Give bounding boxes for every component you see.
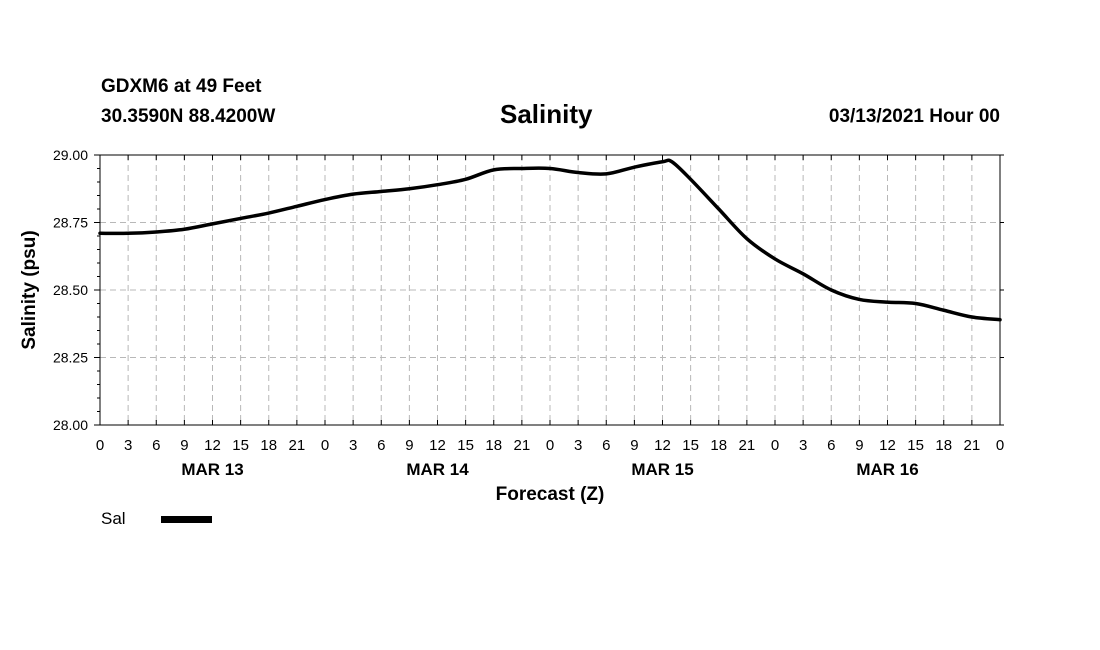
- x-tick-label: 12: [429, 437, 446, 454]
- x-tick-label: 15: [457, 437, 474, 454]
- grid-lines: [100, 155, 1000, 425]
- x-tick-label: 21: [514, 437, 531, 454]
- y-tick-label: 28.00: [53, 417, 88, 433]
- x-tick-label: 3: [799, 437, 807, 454]
- station-label: GDXM6 at 49 Feet: [101, 76, 262, 97]
- x-tick-label: 9: [405, 437, 413, 454]
- x-tick-label: 6: [827, 437, 835, 454]
- day-label: MAR 13: [181, 460, 243, 479]
- day-labels: MAR 13 MAR 14 MAR 15 MAR 16: [181, 460, 918, 479]
- x-tick-label: 21: [739, 437, 756, 454]
- legend-swatch: [161, 516, 212, 523]
- x-tick-label: 18: [485, 437, 502, 454]
- x-axis-label: Forecast (Z): [496, 484, 605, 505]
- x-tick-label: 0: [996, 437, 1004, 454]
- day-label: MAR 16: [856, 460, 918, 479]
- x-tick-label: 9: [630, 437, 638, 454]
- x-tick-label: 0: [546, 437, 554, 454]
- x-tick-label: 0: [96, 437, 104, 454]
- coordinates-label: 30.3590N 88.4200W: [101, 106, 276, 127]
- x-tick-label: 12: [204, 437, 221, 454]
- x-tick-label: 18: [260, 437, 277, 454]
- x-tick-label: 9: [180, 437, 188, 454]
- x-tick-label: 6: [152, 437, 160, 454]
- chart-title: Salinity: [500, 99, 593, 129]
- x-tick-labels: 0 3 6 9 12 15 18 21 0 3 6 9 12 15 18 21 0 3 6 9 12 15 18 21 0 3 6 9…: [96, 437, 1004, 454]
- x-tick-label: 21: [289, 437, 306, 454]
- x-tick-label: 21: [964, 437, 981, 454]
- y-tick-label: 28.75: [53, 215, 88, 231]
- series-line-sal: [98, 158, 1002, 322]
- day-label: MAR 14: [406, 460, 469, 479]
- x-tick-label: 12: [879, 437, 896, 454]
- y-axis-label: Salinity (psu): [19, 230, 40, 349]
- x-tick-label: 9: [855, 437, 863, 454]
- y-tick-label: 28.50: [53, 282, 88, 298]
- x-tick-label: 18: [710, 437, 727, 454]
- x-tick-label: 18: [935, 437, 952, 454]
- legend-label: Sal: [101, 509, 126, 528]
- x-tick-label: 3: [349, 437, 357, 454]
- x-tick-label: 0: [321, 437, 329, 454]
- x-tick-label: 15: [682, 437, 699, 454]
- y-tick-label: 28.25: [53, 350, 88, 366]
- y-tick-labels: 28.00 28.25 28.50 28.75 29.00: [53, 147, 88, 433]
- x-tick-label: 3: [124, 437, 132, 454]
- axis-ticks: [94, 154, 1004, 426]
- timestamp-label: 03/13/2021 Hour 00: [828, 106, 1000, 127]
- x-tick-label: 0: [771, 437, 779, 454]
- x-tick-label: 15: [232, 437, 249, 454]
- x-tick-label: 3: [574, 437, 582, 454]
- x-tick-label: 15: [907, 437, 924, 454]
- x-tick-label: 12: [654, 437, 671, 454]
- y-tick-label: 29.00: [53, 147, 88, 163]
- x-tick-label: 6: [602, 437, 610, 454]
- day-label: MAR 15: [631, 460, 693, 479]
- x-tick-label: 6: [377, 437, 385, 454]
